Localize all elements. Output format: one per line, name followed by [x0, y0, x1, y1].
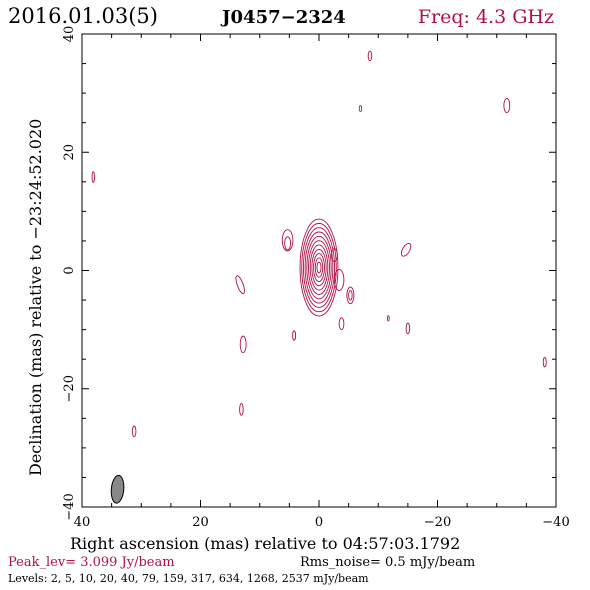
contour-component: [358, 105, 363, 112]
y-axis-label: Declination (mas) relative to −23:24:52.…: [26, 119, 45, 476]
contour-component: [348, 290, 353, 301]
core-contour-ring: [306, 235, 332, 300]
core-contour-ring: [301, 222, 337, 313]
core-contour-ring: [299, 218, 339, 317]
epoch-date: 2016.01.03(5): [8, 4, 158, 28]
contour-component: [405, 322, 411, 335]
core-contour-ring: [309, 244, 329, 291]
plot-frame: [81, 33, 557, 508]
contour-component: [239, 335, 247, 354]
contour-component: [281, 229, 294, 252]
contour-component: [542, 356, 547, 368]
x-tick-label: 20: [192, 515, 209, 530]
contour-component: [235, 275, 245, 295]
rms-noise-text: Rms_noise= 0.5 mJy/beam: [300, 555, 475, 570]
y-tick-label: −20: [62, 375, 77, 402]
y-tick-label: −40: [62, 493, 77, 520]
x-tick-label: 40: [74, 515, 91, 530]
y-tick-label: 0: [62, 266, 77, 274]
frequency-label: Freq: 4.3 GHz: [418, 6, 554, 28]
core-contour-ring: [314, 257, 324, 278]
restoring-beam: [110, 474, 125, 504]
contour-component: [386, 315, 390, 322]
y-tick-label: 20: [62, 144, 77, 161]
contour-component: [338, 317, 345, 331]
x-axis-label: Right ascension (mas) relative to 04:57:…: [70, 534, 460, 553]
x-tick-label: 0: [315, 515, 323, 530]
core-contour-ring: [302, 227, 336, 308]
contour-component: [292, 330, 297, 341]
core-contour-ring: [311, 248, 327, 287]
contour-component: [346, 286, 355, 305]
core-contour-ring: [316, 261, 322, 274]
source-name: J0457−2324: [220, 7, 346, 28]
x-tick-label: −40: [542, 515, 569, 530]
x-tick-label: −20: [424, 515, 451, 530]
core-contour-ring: [304, 231, 334, 304]
contour-component: [131, 425, 137, 438]
axis-ticks: 40 20 0 −20 −40 −40 −20 0 20 40: [62, 26, 570, 530]
y-tick-label: 40: [62, 26, 77, 43]
contour-component: [503, 97, 511, 114]
core-contour-ring: [313, 253, 325, 282]
contour-levels-text: Levels: 2, 5, 10, 20, 40, 79, 159, 317, …: [8, 572, 369, 585]
contour-component: [333, 268, 345, 292]
core-contour-ring: [308, 240, 330, 295]
contour-component: [400, 242, 412, 257]
contour-component: [284, 236, 292, 251]
contour-component: [330, 248, 338, 263]
contour-layer: [91, 50, 547, 438]
contour-component: [91, 171, 95, 183]
beam-layer: [110, 474, 125, 504]
contour-component: [239, 403, 244, 416]
peak-level-text: Peak_lev= 3.099 Jy/beam: [8, 555, 175, 570]
contour-component: [367, 50, 373, 62]
